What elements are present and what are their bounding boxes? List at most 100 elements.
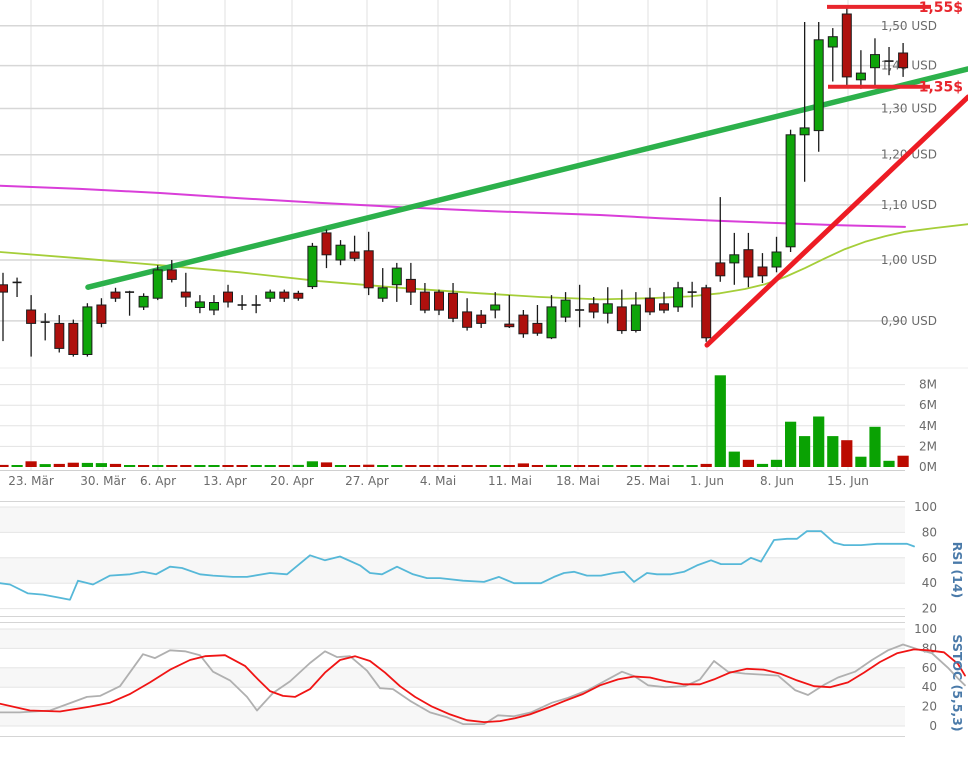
volume-bar [180, 465, 192, 467]
candlestick [588, 297, 599, 319]
candlestick [870, 38, 880, 86]
volume-bar [714, 375, 726, 467]
candlestick [504, 295, 515, 328]
volume-bar [208, 465, 220, 467]
trendline-red-steep[interactable] [704, 94, 968, 348]
volume-bar [489, 465, 501, 467]
candlestick [813, 22, 824, 152]
trendlines[interactable] [85, 66, 968, 348]
candlestick [884, 47, 894, 76]
candlestick [462, 298, 473, 331]
candlestick [251, 295, 261, 314]
date-axis: 23. Mär 30. Mär 6. Apr 13. Apr 20. Apr 27. Ap… [8, 474, 869, 488]
volume-bar [503, 465, 515, 467]
candlesticks [0, 8, 909, 357]
rsi-axis-label: 40 [922, 576, 937, 590]
sstoc-pane: SSTOC (5,5,3) [0, 634, 966, 732]
candlestick [855, 50, 866, 89]
candlestick [321, 229, 332, 269]
candlestick [743, 232, 754, 288]
candlestick [54, 315, 65, 353]
ma-line-magenta [0, 184, 906, 228]
volume-bar [869, 426, 881, 467]
price-axis-label: 1,50 USD [881, 19, 937, 33]
candlestick [448, 283, 458, 323]
price-annotations[interactable]: 1,55$ 1,35$ [827, 0, 963, 96]
date-axis-label: 23. Mär [8, 474, 54, 488]
candlestick [110, 287, 121, 302]
candlestick [391, 262, 402, 302]
trendline-green-support[interactable] [85, 66, 968, 290]
date-axis-label: 1. Jun [690, 474, 724, 488]
price-axis-label: 1,10 USD [881, 198, 937, 212]
volume-bar [799, 436, 811, 467]
candlestick [757, 253, 768, 283]
date-axis-label: 4. Mai [420, 474, 456, 488]
volume-bar [419, 465, 431, 467]
candlestick [377, 268, 388, 302]
date-axis-label: 15. Jun [827, 474, 869, 488]
date-axis-label: 6. Apr [140, 474, 176, 488]
volume-bar [841, 440, 853, 467]
volume-bar [67, 462, 79, 467]
candlestick [490, 292, 501, 319]
volume-bar [194, 465, 206, 467]
volume-bar [53, 463, 65, 467]
rsi-pane-label: RSI (14) [950, 542, 965, 598]
candlestick [194, 295, 205, 314]
resistance-price-label: 1,55$ [919, 0, 963, 16]
volume-bar [602, 465, 614, 467]
volume-bar [785, 421, 797, 467]
candlestick [180, 272, 191, 307]
date-axis-label: 13. Apr [203, 474, 247, 488]
volume-bar [560, 465, 572, 467]
volume-bar [545, 464, 558, 467]
candlestick [771, 236, 782, 273]
candlestick [68, 319, 79, 357]
volume-bar [250, 465, 262, 467]
price-axis-label: 1,00 USD [881, 253, 937, 267]
candlestick [349, 235, 360, 262]
rsi-axis-label: 20 [922, 602, 937, 616]
volume-bar [461, 465, 473, 467]
volume-bar [447, 465, 459, 467]
volume-bar [658, 465, 670, 467]
volume-bar [236, 465, 248, 467]
candlestick [898, 43, 909, 77]
volume-bar [883, 460, 895, 467]
candlestick [659, 292, 669, 314]
date-axis-label: 27. Apr [345, 474, 389, 488]
volume-bar [320, 462, 333, 467]
volume-bar [222, 465, 234, 467]
volume-bar [391, 465, 403, 467]
volume-axis-label: 6M [919, 398, 937, 412]
price-axis-label: 1,40 USD [881, 59, 937, 73]
volume-bar [672, 465, 684, 467]
candlestick [293, 290, 304, 301]
volume-bar [11, 465, 23, 467]
candlestick [616, 289, 627, 334]
volume-bar [25, 461, 37, 467]
volume-bar [827, 436, 839, 467]
volume-bar [377, 465, 389, 467]
volume-bar [363, 464, 375, 467]
price-axis-label: 0,90 USD [881, 314, 937, 328]
date-axis-label: 20. Apr [270, 474, 314, 488]
sstoc-axis-label: 100 [914, 622, 937, 636]
rsi-axis-label: 80 [922, 525, 937, 539]
support-price-label: 1,35$ [919, 80, 963, 96]
candlestick [265, 289, 276, 302]
candlestick [307, 242, 318, 289]
grid-horizontal [0, 25, 968, 471]
candlestick [518, 310, 529, 338]
candlestick [419, 283, 430, 314]
candlestick [841, 8, 852, 88]
volume-bar [770, 459, 783, 467]
volume-bar [897, 455, 909, 467]
sstoc-axis-label: 0 [929, 719, 937, 733]
date-axis-label: 30. Mär [80, 474, 126, 488]
candlestick [729, 232, 740, 285]
volume-bar [334, 465, 347, 467]
volume-bar [138, 465, 150, 467]
